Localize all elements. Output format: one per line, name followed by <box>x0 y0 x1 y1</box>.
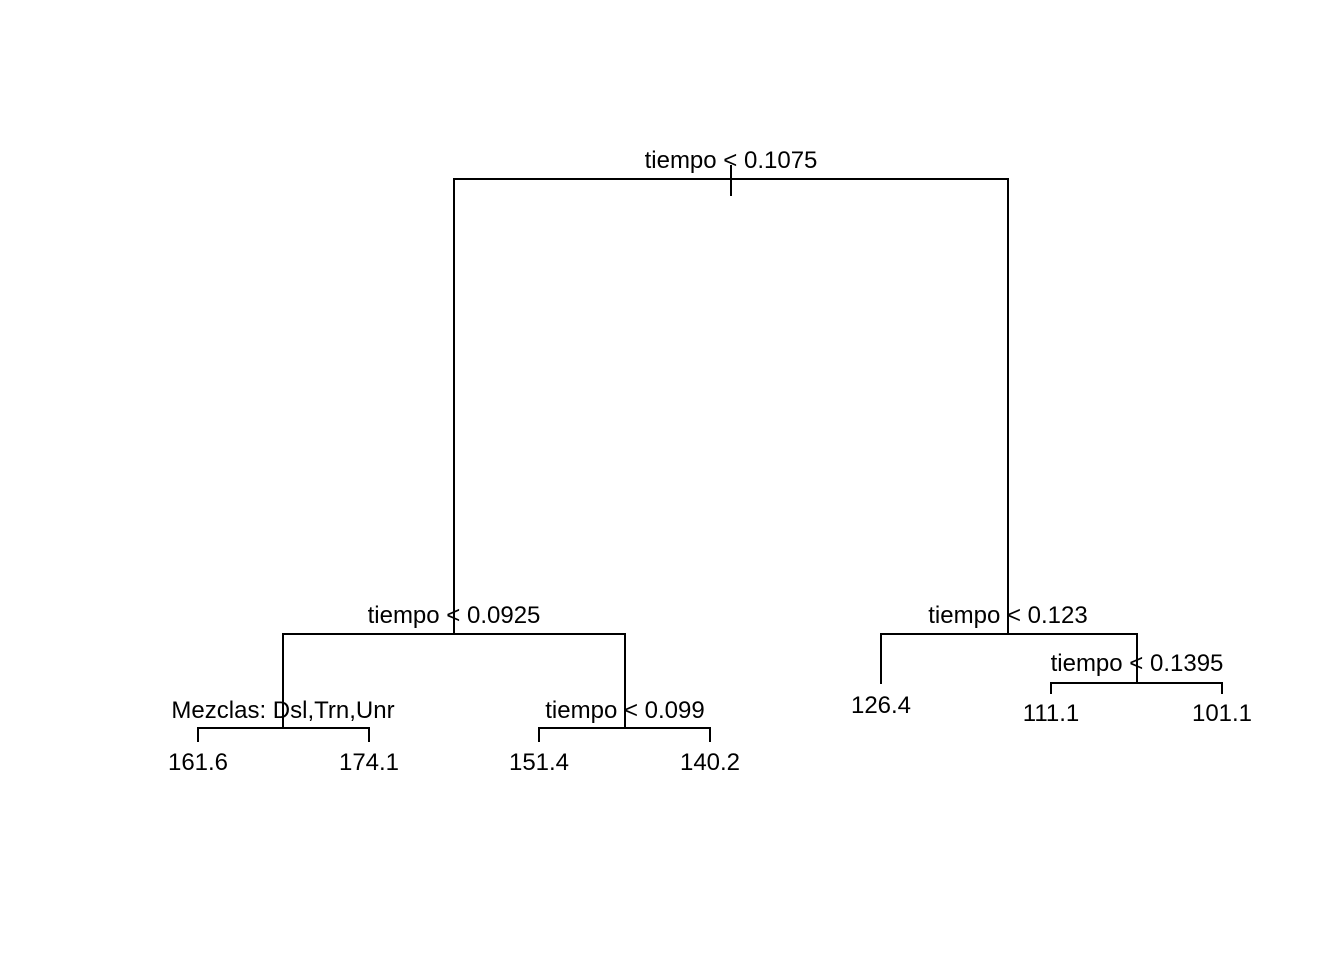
leaf-value: 111.1 <box>1023 700 1080 727</box>
t099-split-label: tiempo < 0.099 <box>545 697 704 724</box>
leaf-value: 174.1 <box>339 749 399 776</box>
leaf-value: 126.4 <box>851 692 911 719</box>
root-split-label: tiempo < 0.1075 <box>645 147 818 174</box>
mezclas-split-label: Mezclas: Dsl,Trn,Unr <box>171 697 394 724</box>
t1395-split-label: tiempo < 0.1395 <box>1051 650 1224 677</box>
left-split-label: tiempo < 0.0925 <box>368 602 541 629</box>
leaf-value: 101.1 <box>1192 700 1252 727</box>
leaf-value: 161.6 <box>168 749 228 776</box>
leaf-value: 151.4 <box>509 749 569 776</box>
leaf-value: 140.2 <box>680 749 740 776</box>
right-split-label: tiempo < 0.123 <box>928 602 1087 629</box>
